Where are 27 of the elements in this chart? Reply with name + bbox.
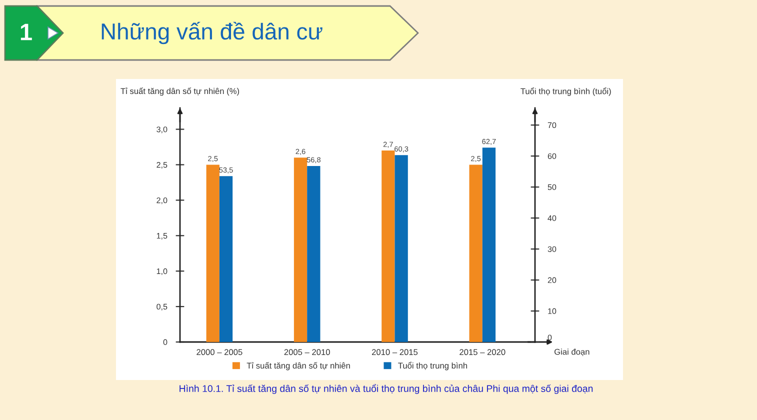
x-axis-title: Giai đoạn (554, 348, 590, 356)
y2-tick-label: 20 (548, 277, 556, 284)
y2-tick-label: 70 (548, 122, 556, 128)
x-tick-label: 2010 – 2015 (372, 349, 418, 356)
y-tick-label: 1,5 (156, 233, 168, 240)
x-tick-label: 2015 – 2020 (460, 349, 506, 356)
chart-title: Những vấn đề dân cư (102, 22, 322, 44)
x-tick-label: 2005 – 2010 (284, 349, 330, 356)
y-tick-label: 0,5 (156, 304, 168, 310)
y-tick-label: 2,5 (156, 162, 168, 169)
y2-axis-title: Tuổi thọ trung bình (tuổi) (520, 87, 611, 96)
y2-tick-label: 0 (548, 334, 552, 340)
text: 1 (20, 24, 32, 40)
legend-label: Tuổi thọ trung bình (398, 362, 468, 370)
y-tick-label: 2,0 (156, 197, 168, 204)
y2-tick-label: 60 (548, 153, 556, 160)
y-tick-label: 0 (163, 339, 168, 345)
y-tick-label: 1,0 (156, 268, 168, 276)
y2-tick-label: 40 (548, 215, 556, 222)
y2-tick-label: 50 (548, 184, 556, 190)
y2-tick-label: 30 (548, 246, 556, 252)
y2-tick-label: 10 (548, 308, 556, 314)
legend-label: Tỉ suất tăng dân số tự nhiên (246, 362, 350, 370)
y-axis-title: Tỉ suất tăng dân số tự nhiên (%) (120, 88, 240, 96)
text: Hình 10.1. Tỉ suất tăng dân số tự nhiên và tuổi thọ trung bình của châu Phi qua một số giai đoạn (180, 384, 593, 394)
y-tick-label: 3,0 (156, 126, 168, 134)
x-tick-label: 2000 – 2005 (196, 349, 242, 356)
